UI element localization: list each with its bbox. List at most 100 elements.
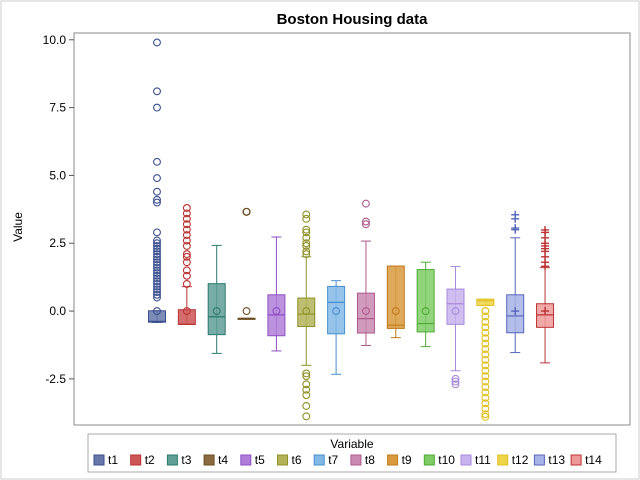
legend-box (87, 433, 617, 473)
outlier-point (302, 385, 311, 394)
box-t8 (356, 199, 375, 347)
outlier-point (153, 293, 161, 302)
outlier-point (182, 250, 191, 259)
legend-swatch (570, 454, 582, 466)
outlier-point (362, 217, 370, 226)
box-t9 (386, 265, 405, 339)
outlier-point (451, 374, 460, 383)
outlier-point (302, 369, 311, 378)
outlier-point (153, 288, 161, 297)
outlier-point (481, 339, 490, 348)
legend-swatch (277, 454, 288, 466)
mean-marker (302, 307, 311, 316)
legend-label: t5 (255, 453, 265, 467)
outlier-point (153, 157, 161, 166)
legend-item-t9: t9 (387, 453, 412, 467)
box-t13 (506, 210, 525, 354)
outlier-point (302, 380, 311, 389)
outlier-point (153, 271, 161, 280)
box-body (148, 310, 166, 323)
mean-marker (272, 307, 281, 316)
legend-swatch (350, 454, 362, 466)
legend-item-t10: t10 (423, 453, 455, 467)
outlier-point (481, 312, 490, 321)
outlier-point (153, 239, 161, 248)
legend-swatch (166, 454, 178, 466)
box-t7 (327, 280, 346, 375)
legend-item-t2: t2 (130, 453, 155, 467)
legend-label: t6 (292, 453, 302, 467)
outlier-point (481, 307, 490, 316)
outlier-point (182, 209, 191, 218)
mean-marker (332, 307, 341, 316)
box-t11 (446, 266, 465, 389)
box-t14 (536, 225, 555, 364)
plot-area (148, 38, 555, 421)
outlier-point (153, 274, 161, 283)
outlier-point (182, 252, 191, 261)
mean-marker (362, 307, 370, 316)
legend-item-t1: t1 (93, 453, 118, 467)
outlier-point (153, 258, 161, 267)
box-t3 (207, 244, 226, 354)
legend-label: t4 (218, 453, 228, 467)
outlier-point (153, 285, 161, 294)
outlier-point (153, 260, 161, 269)
outlier-point (451, 380, 460, 389)
mean-marker (212, 307, 221, 316)
box-t6 (297, 210, 316, 421)
outlier-point (153, 279, 161, 288)
outlier-point (362, 220, 370, 229)
y-tick-label: -2.5 (45, 372, 66, 386)
outlier-point (153, 198, 161, 207)
y-tick-label: 7.5 (49, 101, 66, 115)
legend-label: t2 (145, 453, 155, 467)
outlier-point (153, 244, 161, 253)
outlier-point (302, 242, 311, 250)
box-body (207, 283, 226, 336)
outlier-point (481, 388, 490, 397)
legend-label: t13 (548, 453, 565, 467)
legend-swatch (423, 454, 435, 466)
legend-label: t12 (512, 453, 529, 467)
box-t5 (267, 236, 286, 352)
outlier-point (182, 220, 191, 229)
box-body (416, 269, 435, 333)
legend-item-t12: t12 (497, 453, 529, 467)
outlier-point (153, 277, 161, 286)
outlier-point (362, 199, 370, 208)
legend-item-t14: t14 (570, 453, 602, 467)
outlier-point (182, 258, 191, 267)
legend-item-t3: t3 (166, 453, 192, 467)
outlier-point (153, 263, 161, 272)
outlier-point (182, 214, 191, 223)
outlier-point (182, 279, 191, 288)
outlier-point (182, 236, 191, 245)
outlier-point (153, 103, 161, 112)
mean-marker (242, 307, 251, 316)
outlier-point (481, 399, 490, 408)
mean-marker (182, 307, 191, 316)
outlier-point (182, 271, 191, 280)
chart-title: Boston Housing data (277, 11, 428, 28)
legend-item-t8: t8 (350, 453, 375, 467)
box-body (536, 303, 555, 328)
legend-swatch (93, 454, 105, 466)
outlier-point (153, 252, 161, 261)
outlier-point (153, 38, 161, 47)
box-body (476, 298, 495, 306)
y-tick-label: 0.0 (49, 304, 66, 318)
box-body (386, 265, 405, 329)
outlier-point (302, 247, 311, 256)
outlier-point (302, 391, 311, 400)
y-tick-label: 5.0 (49, 168, 66, 182)
outlier-point (481, 410, 490, 419)
box-body (297, 297, 316, 328)
box-t2 (177, 204, 196, 325)
box-t12 (476, 298, 495, 421)
legend: t1 t2 t3 t4 t5 t6 t7 t8 t9 t10 t11 t12 t13 t14 (93, 453, 602, 467)
box-body (356, 292, 375, 334)
outlier-point (481, 350, 490, 359)
outlier-point (153, 236, 161, 245)
